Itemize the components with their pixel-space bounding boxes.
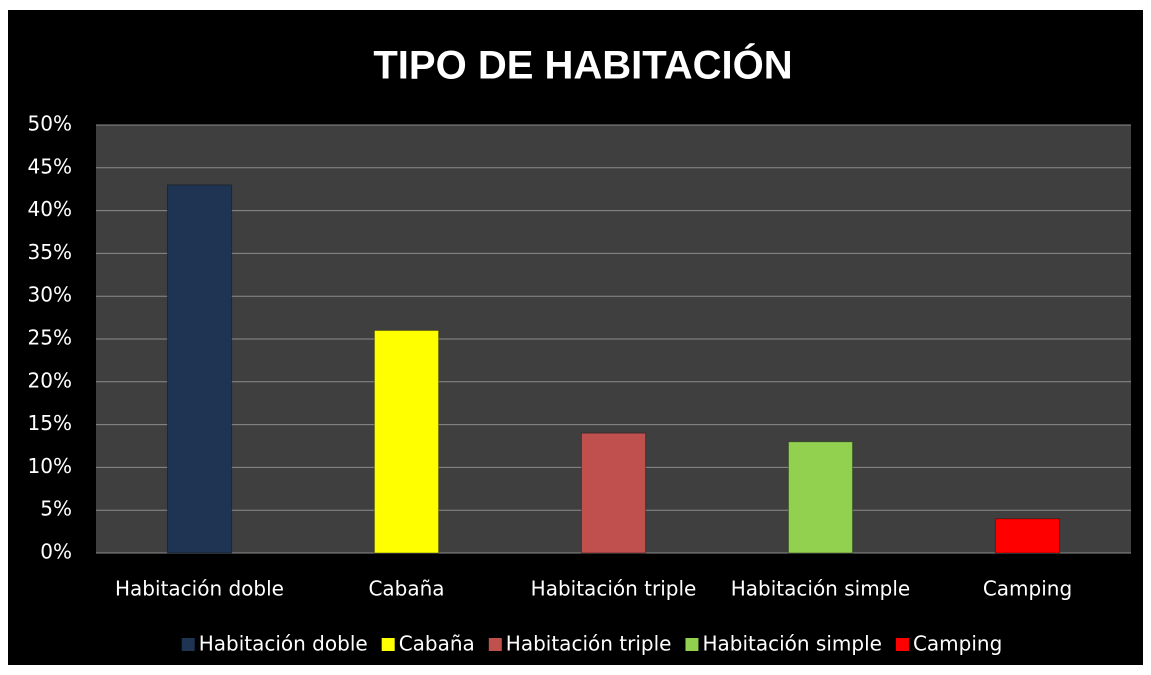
- x-tick-label: Habitación triple: [531, 577, 697, 601]
- y-tick-label: 25%: [28, 326, 72, 350]
- legend-label: Habitación triple: [506, 632, 672, 656]
- y-tick-label: 10%: [28, 454, 72, 478]
- bar: [373, 329, 440, 554]
- chart-title: TIPO DE HABITACIÓN: [373, 42, 792, 88]
- x-tick-label: Habitación simple: [731, 577, 910, 601]
- legend-label: Habitación doble: [199, 632, 368, 656]
- y-tick-label: 15%: [28, 411, 72, 435]
- legend-marker: [381, 638, 395, 651]
- bar: [580, 432, 647, 554]
- y-tick-label: 30%: [28, 283, 72, 307]
- y-tick-label: 35%: [28, 240, 72, 264]
- legend-label: Cabaña: [399, 632, 475, 656]
- legend-marker: [488, 638, 502, 651]
- legend-marker: [181, 638, 195, 651]
- y-tick-label: 20%: [28, 368, 72, 392]
- x-tick-label: Camping: [983, 577, 1072, 601]
- legend-label: Habitación simple: [702, 632, 881, 656]
- y-tick-label: 5%: [40, 497, 72, 521]
- bar: [166, 184, 233, 554]
- legend-marker: [895, 638, 909, 651]
- y-tick-label: 40%: [28, 197, 72, 221]
- y-tick-label: 45%: [28, 154, 72, 178]
- bar: [994, 518, 1061, 554]
- y-tick-label: 0%: [40, 540, 72, 564]
- x-tick-label: Habitación doble: [115, 577, 284, 601]
- x-tick-label: Cabaña: [368, 577, 444, 601]
- y-tick-label: 50%: [28, 112, 72, 136]
- bar: [787, 441, 854, 554]
- legend-label: Camping: [913, 632, 1002, 656]
- legend-marker: [685, 638, 699, 651]
